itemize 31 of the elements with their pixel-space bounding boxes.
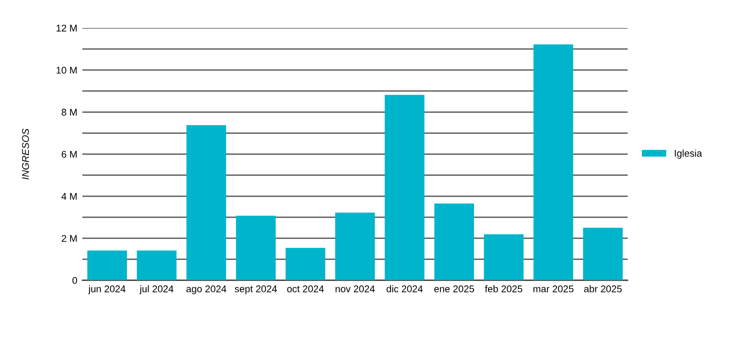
legend-label: Iglesia: [674, 150, 702, 159]
y-tick-label: 2 M: [62, 234, 77, 242]
bar: [384, 94, 424, 280]
x-tick-label: jun 2024: [88, 285, 126, 294]
y-tick-label: 8 M: [62, 108, 77, 116]
x-tick-label: ago 2024: [186, 285, 226, 294]
bar: [434, 204, 474, 280]
x-tick-label: abr 2025: [584, 285, 622, 292]
y-tick-label: 4 M: [61, 193, 77, 200]
x-tick-label: mar 2025: [533, 285, 574, 292]
x-tick-label: dic 2024: [386, 285, 423, 292]
bar: [136, 250, 177, 280]
y-tick-label: 6 M: [62, 150, 77, 158]
bar: [533, 44, 574, 280]
bar: [583, 228, 623, 280]
x-tick-label: sept 2024: [234, 285, 277, 294]
x-tick-label: feb 2025: [484, 285, 522, 292]
bar: [286, 248, 326, 280]
x-tick-label: jul 2024: [139, 285, 174, 294]
bar: [484, 234, 524, 280]
bar: [335, 212, 375, 280]
x-tick-label: nov 2024: [336, 285, 375, 292]
bar: [236, 216, 276, 280]
bar: [87, 250, 127, 280]
y-tick-label: 10 M: [56, 66, 77, 74]
y-axis-title: INGRESOS: [22, 128, 29, 180]
y-tick-label: 0: [72, 277, 78, 284]
x-tick-label: oct 2024: [287, 285, 324, 292]
y-tick-label: 12 M: [56, 24, 77, 32]
x-tick-label: ene 2025: [434, 285, 474, 292]
bar: [186, 125, 226, 280]
